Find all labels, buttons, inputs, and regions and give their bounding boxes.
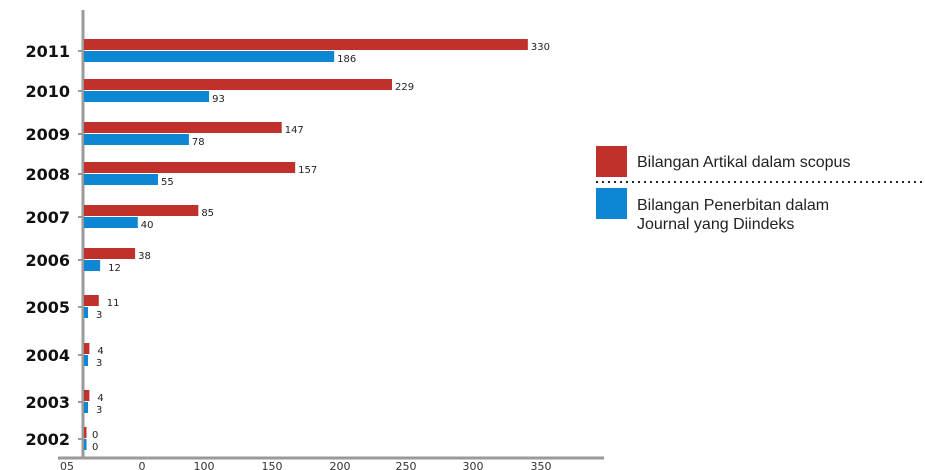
bar-artikal-scopus bbox=[84, 427, 87, 438]
y-tick-label: 2009 bbox=[25, 125, 70, 144]
data-label: 147 bbox=[285, 125, 304, 136]
data-label: 3 bbox=[96, 405, 102, 416]
bar-penerbitan-journal bbox=[84, 174, 158, 185]
bar-penerbitan-journal bbox=[84, 307, 89, 318]
bar-penerbitan-journal bbox=[84, 402, 89, 413]
bar-artikal-scopus bbox=[84, 390, 90, 401]
y-tick-label: 2006 bbox=[25, 251, 70, 270]
x-tick-label: 100 bbox=[194, 460, 215, 470]
bar-penerbitan-journal bbox=[84, 91, 210, 102]
bar-penerbitan-journal bbox=[84, 217, 138, 228]
bar-artikal-scopus bbox=[84, 295, 99, 306]
data-label: 0 bbox=[92, 430, 98, 441]
bar-artikal-scopus bbox=[84, 162, 296, 173]
data-label: 55 bbox=[161, 177, 174, 188]
data-label: 4 bbox=[97, 346, 103, 357]
bar-penerbitan-journal bbox=[84, 439, 87, 450]
x-tick-label: 300 bbox=[463, 460, 484, 470]
data-label: 186 bbox=[337, 54, 356, 65]
y-tick-label: 2005 bbox=[25, 298, 70, 317]
legend-swatch-artikal bbox=[596, 146, 627, 177]
y-tick-label: 2011 bbox=[25, 42, 70, 61]
bar-artikal-scopus bbox=[84, 205, 199, 216]
legend-swatch-penerbitan bbox=[596, 188, 627, 219]
data-label: 229 bbox=[395, 82, 414, 93]
legend: Bilangan Artikal dalam scopus Bilangan Pe… bbox=[596, 146, 925, 233]
bar-artikal-scopus bbox=[84, 248, 136, 259]
x-tick-label: 350 bbox=[531, 460, 552, 470]
data-label: 3 bbox=[96, 310, 102, 321]
y-tick-label: 2003 bbox=[25, 393, 70, 412]
data-label: 157 bbox=[298, 165, 317, 176]
data-label: 12 bbox=[108, 263, 121, 274]
bar-artikal-scopus bbox=[84, 79, 393, 90]
data-label: 4 bbox=[97, 393, 103, 404]
x-tick-label: 150 bbox=[262, 460, 283, 470]
bar-artikal-scopus bbox=[84, 343, 90, 354]
y-tick-label: 2010 bbox=[25, 82, 70, 101]
bar-artikal-scopus bbox=[84, 39, 528, 50]
bar-penerbitan-journal bbox=[84, 260, 101, 271]
y-tick-label: 2008 bbox=[25, 165, 70, 184]
data-label: 85 bbox=[201, 208, 214, 219]
data-label: 78 bbox=[192, 137, 205, 148]
y-tick-label: 2004 bbox=[25, 346, 70, 365]
data-label: 40 bbox=[141, 220, 154, 231]
data-label: 38 bbox=[138, 251, 151, 262]
legend-label: Bilangan Artikal dalam scopus bbox=[637, 154, 850, 171]
legend-label: Journal yang Diindeks bbox=[637, 216, 794, 233]
y-tick-label: 2002 bbox=[25, 430, 70, 449]
data-label: 0 bbox=[92, 442, 98, 453]
x-tick-label: 05 bbox=[60, 460, 74, 470]
bar-penerbitan-journal bbox=[84, 355, 89, 366]
data-label: 11 bbox=[107, 298, 120, 309]
bar-artikal-scopus bbox=[84, 122, 282, 133]
data-label: 3 bbox=[96, 358, 102, 369]
y-tick-label: 2007 bbox=[25, 208, 70, 227]
bar-penerbitan-journal bbox=[84, 51, 335, 62]
bar-penerbitan-journal bbox=[84, 134, 189, 145]
data-label: 330 bbox=[531, 42, 550, 53]
legend-label: Bilangan Penerbitan dalam bbox=[637, 197, 829, 214]
x-tick-label: 0 bbox=[139, 460, 146, 470]
x-tick-label: 200 bbox=[330, 460, 351, 470]
plot-area: 2011201020092008200720062005200420032002… bbox=[25, 10, 604, 470]
x-tick-label: 250 bbox=[396, 460, 417, 470]
data-label: 93 bbox=[212, 94, 225, 105]
